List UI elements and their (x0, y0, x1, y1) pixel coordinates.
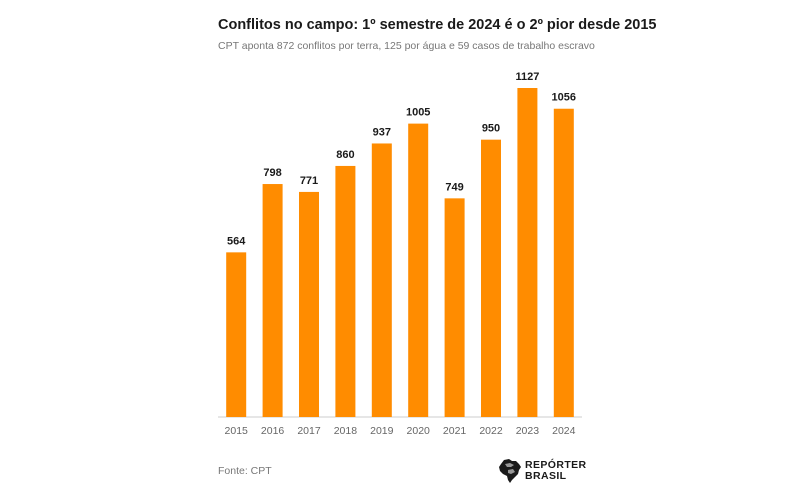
bar-2019 (371, 143, 392, 418)
data-label-2016: 798 (263, 167, 281, 179)
data-label-2023: 1127 (515, 71, 539, 83)
data-label-2019: 937 (373, 126, 391, 138)
chart-subtitle: CPT aponta 872 conflitos por terra, 125 … (218, 40, 595, 52)
data-label-2021: 749 (445, 181, 463, 193)
bar-2023 (517, 88, 538, 417)
x-tick-label-2016: 2016 (261, 425, 285, 437)
x-tick-label-2022: 2022 (479, 425, 503, 437)
x-tick-label-2015: 2015 (225, 425, 249, 437)
bar-2016 (262, 184, 283, 417)
bar-2018 (335, 165, 356, 417)
x-tick-label-2020: 2020 (407, 425, 431, 437)
brazil-map-icon (499, 459, 521, 483)
x-tick-label-2019: 2019 (370, 425, 394, 437)
source-note: Fonte: CPT (218, 465, 272, 477)
x-tick-label-2018: 2018 (334, 425, 358, 437)
x-tick-label-2021: 2021 (443, 425, 467, 437)
bar-2021 (444, 198, 465, 417)
bar-2022 (481, 139, 501, 417)
data-label-2015: 564 (227, 235, 246, 247)
x-tick-label-2017: 2017 (297, 425, 321, 437)
data-label-2017: 771 (300, 175, 318, 187)
chart-title: Conflitos no campo: 1º semestre de 2024 … (218, 17, 657, 33)
data-label-2018: 860 (336, 149, 354, 161)
bar-2024 (553, 108, 574, 417)
x-tick-label-2024: 2024 (552, 425, 576, 437)
bar-2020 (408, 123, 429, 418)
brand-line-1: REPÓRTER (525, 459, 587, 471)
bar-2017 (299, 191, 319, 417)
brand-name: REPÓRTER BRASIL (525, 460, 587, 482)
data-label-2020: 1005 (406, 107, 430, 119)
x-tick-label-2023: 2023 (516, 425, 540, 437)
brand-logo: REPÓRTER BRASIL (498, 458, 587, 484)
data-label-2024: 1056 (552, 92, 576, 104)
brand-line-2: BRASIL (525, 470, 567, 482)
bar-2015 (226, 252, 247, 417)
data-label-2022: 950 (482, 123, 500, 135)
